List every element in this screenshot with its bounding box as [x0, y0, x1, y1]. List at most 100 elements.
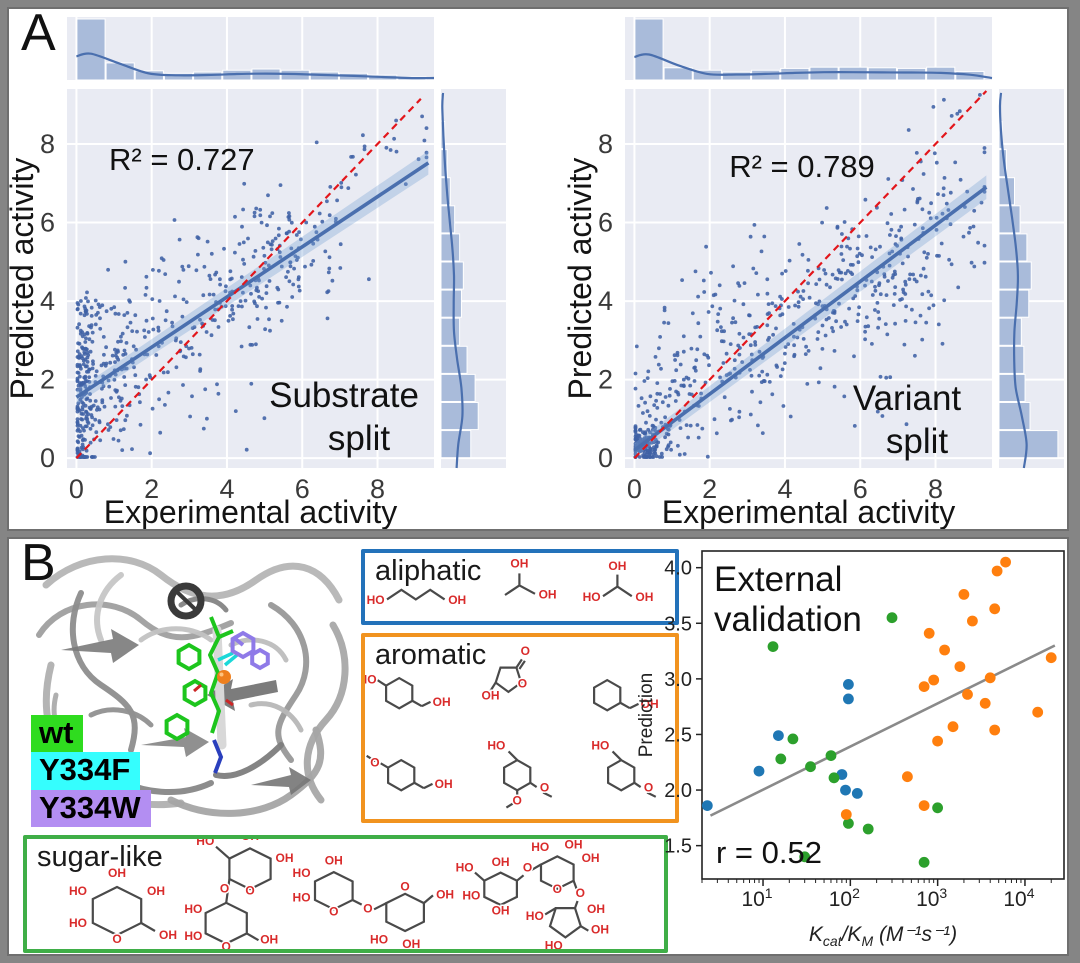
- svg-text:HO: HO: [184, 902, 202, 916]
- aliphatic-molecules: HO OH OH OH HO OH OH: [365, 555, 655, 609]
- svg-text:6: 6: [295, 474, 310, 504]
- svg-text:HO: HO: [367, 593, 385, 607]
- svg-text:102: 102: [829, 885, 860, 911]
- svg-text:OH: OH: [435, 777, 453, 791]
- svg-text:HO: HO: [293, 866, 311, 880]
- svg-text:O: O: [518, 676, 527, 690]
- svg-text:OH: OH: [482, 689, 500, 703]
- svg-text:OH: OH: [436, 887, 454, 901]
- svg-text:HO: HO: [462, 889, 480, 903]
- svg-text:OH: OH: [108, 866, 126, 880]
- svg-text:O: O: [644, 780, 653, 794]
- svg-text:HO: HO: [526, 909, 544, 923]
- svg-text:HO: HO: [69, 884, 87, 898]
- svg-text:OH: OH: [582, 851, 600, 865]
- svg-text:split: split: [886, 422, 949, 461]
- svg-text:4.0: 4.0: [664, 558, 692, 580]
- svg-text:HO: HO: [545, 939, 563, 949]
- svg-text:Prediction: Prediction: [636, 673, 657, 758]
- svg-text:O: O: [222, 939, 231, 949]
- svg-text:HO: HO: [184, 929, 202, 943]
- svg-text:HO: HO: [370, 932, 388, 946]
- sugar-like-group-box: sugar-like OHHOHOOHOOHOHHOOHOOHOHOOOHOHH…: [23, 835, 668, 953]
- svg-text:O: O: [400, 880, 409, 894]
- variant-chip-y334f: Y334F: [31, 752, 141, 790]
- svg-text:OH: OH: [147, 884, 165, 898]
- svg-text:4: 4: [598, 286, 613, 316]
- svg-text:HO: HO: [591, 738, 609, 752]
- aromatic-group-box: aromatic HOOHOOOHOHOOHHOOOHOO: [361, 633, 679, 823]
- svg-text:R² = 0.727: R² = 0.727: [109, 142, 255, 177]
- svg-text:OH: OH: [608, 559, 626, 573]
- svg-text:R² = 0.789: R² = 0.789: [729, 149, 875, 184]
- svg-text:O: O: [220, 882, 229, 896]
- aliphatic-group-box: aliphatic HO OH OH OH HO OH OH: [361, 549, 679, 625]
- svg-text:External: External: [714, 560, 842, 599]
- svg-text:OH: OH: [641, 697, 659, 711]
- svg-text:OH: OH: [241, 839, 259, 843]
- svg-text:2: 2: [702, 474, 717, 504]
- svg-text:OH: OH: [492, 903, 510, 917]
- svg-text:1.5: 1.5: [664, 836, 692, 858]
- svg-text:O: O: [245, 883, 254, 897]
- aliphatic-group-label: aliphatic: [375, 555, 482, 587]
- svg-text:0: 0: [69, 474, 84, 504]
- svg-text:6: 6: [40, 208, 55, 238]
- svg-text:OH: OH: [325, 853, 343, 867]
- panel-a: A 0 2 4 6 8 0 2 4 6 8 Experimental activity Predict…: [7, 4, 1069, 531]
- svg-text:split: split: [328, 419, 391, 458]
- svg-text:OH: OH: [159, 928, 177, 942]
- svg-text:validation: validation: [714, 600, 862, 639]
- svg-text:O: O: [370, 756, 379, 770]
- svg-text:O: O: [363, 901, 372, 915]
- svg-text:O: O: [540, 780, 549, 794]
- svg-text:Experimental activity: Experimental activity: [104, 494, 397, 529]
- svg-text:OH: OH: [276, 851, 294, 865]
- svg-text:O: O: [521, 644, 530, 658]
- svg-text:Experimental activity: Experimental activity: [662, 494, 955, 529]
- svg-text:2: 2: [598, 365, 613, 395]
- svg-text:0: 0: [40, 443, 55, 473]
- svg-text:HO: HO: [365, 672, 377, 686]
- svg-text:OH: OH: [591, 922, 609, 936]
- svg-text:104: 104: [1003, 885, 1034, 911]
- svg-text:OH: OH: [448, 593, 466, 607]
- svg-text:O: O: [513, 793, 522, 807]
- variant-color-legend: wt Y334F Y334W: [31, 715, 151, 828]
- svg-text:O: O: [329, 905, 338, 919]
- svg-text:4: 4: [40, 286, 55, 316]
- svg-text:2.5: 2.5: [664, 724, 692, 746]
- svg-text:Predicted activity: Predicted activity: [9, 158, 40, 400]
- panel-a-label: A: [21, 4, 56, 62]
- svg-text:O: O: [523, 860, 532, 874]
- variant-chip-wt: wt: [31, 715, 84, 753]
- svg-text:HO: HO: [583, 590, 601, 604]
- svg-text:HO: HO: [69, 916, 87, 930]
- svg-text:0: 0: [627, 474, 642, 504]
- sugar-like-group-label: sugar-like: [37, 841, 163, 873]
- svg-text:2: 2: [144, 474, 159, 504]
- svg-text:3.5: 3.5: [664, 613, 692, 635]
- svg-text:4: 4: [219, 474, 234, 504]
- svg-text:OH: OH: [587, 902, 605, 916]
- svg-text:O: O: [576, 886, 585, 900]
- svg-text:2.0: 2.0: [664, 780, 692, 802]
- svg-text:Predicted activity: Predicted activity: [567, 158, 598, 400]
- svg-text:0: 0: [598, 443, 613, 473]
- external-validation-plot: 1.5 2.0 2.5 3.0 3.5 4.0 101 102 103 104 Prediction…: [636, 550, 1065, 949]
- variant-chip-y334w: Y334W: [31, 789, 151, 828]
- svg-text:HO: HO: [487, 738, 505, 752]
- svg-text:8: 8: [40, 129, 55, 159]
- svg-text:8: 8: [370, 474, 385, 504]
- svg-text:Variant: Variant: [853, 379, 962, 418]
- svg-text:OH: OH: [565, 839, 583, 851]
- aromatic-group-label: aromatic: [375, 639, 487, 671]
- svg-text:8: 8: [928, 474, 943, 504]
- svg-text:6: 6: [598, 208, 613, 238]
- svg-text:O: O: [553, 882, 562, 896]
- svg-text:OH: OH: [510, 556, 528, 570]
- svg-text:101: 101: [741, 885, 772, 911]
- panel-b-label: B: [21, 534, 56, 592]
- aromatic-molecules: HOOHOOOHOHOOHHOOOHOO: [365, 642, 660, 808]
